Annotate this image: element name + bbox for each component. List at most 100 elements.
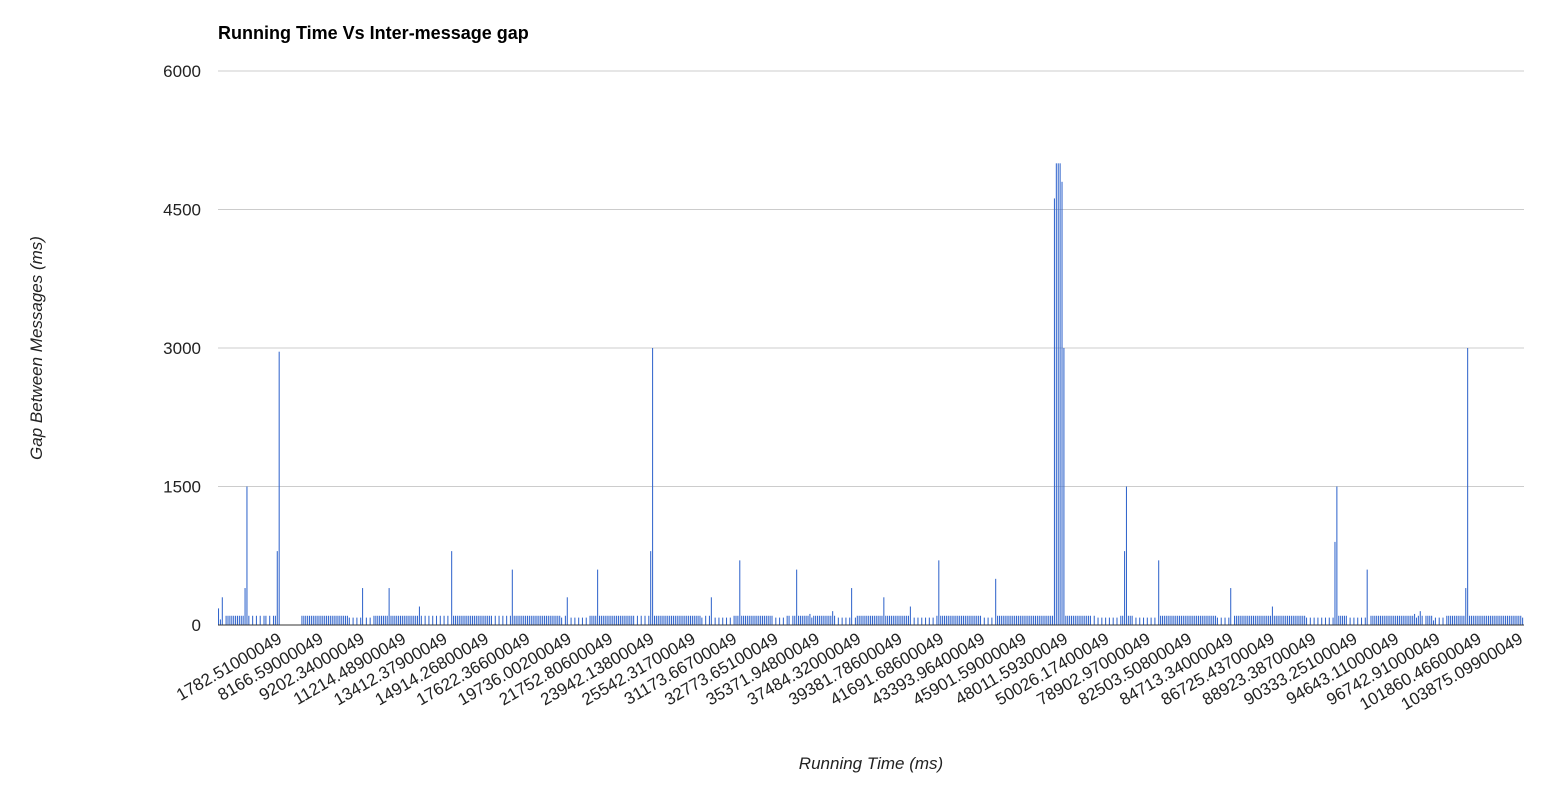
bar bbox=[1433, 620, 1435, 625]
bar bbox=[955, 615, 957, 625]
bar bbox=[453, 615, 455, 625]
bar bbox=[428, 615, 430, 625]
bar bbox=[629, 615, 631, 625]
bar bbox=[360, 617, 362, 625]
bar bbox=[799, 615, 801, 625]
bar bbox=[470, 615, 472, 625]
bar bbox=[523, 615, 525, 625]
bar bbox=[1088, 615, 1090, 625]
bar bbox=[890, 615, 892, 625]
y-axis-label: Gap Between Messages (ms) bbox=[27, 236, 46, 460]
bar bbox=[987, 617, 989, 625]
bar bbox=[1290, 615, 1292, 625]
bar bbox=[521, 615, 523, 625]
bar bbox=[1101, 617, 1103, 625]
bar bbox=[1342, 615, 1344, 625]
bar bbox=[233, 615, 235, 625]
bar bbox=[1334, 541, 1336, 625]
bar bbox=[348, 617, 350, 625]
bar bbox=[1491, 615, 1493, 625]
bar bbox=[1514, 615, 1516, 625]
bar bbox=[1050, 615, 1052, 625]
bar bbox=[1467, 348, 1469, 625]
bar bbox=[581, 617, 583, 625]
bar bbox=[883, 597, 885, 625]
bar bbox=[390, 615, 392, 625]
bar bbox=[972, 615, 974, 625]
bar bbox=[1421, 615, 1423, 625]
bar bbox=[1480, 615, 1482, 625]
bar bbox=[725, 617, 728, 625]
bar bbox=[407, 615, 409, 625]
bar bbox=[1324, 617, 1327, 625]
bar bbox=[530, 615, 532, 625]
bar bbox=[1065, 615, 1067, 625]
bar bbox=[877, 615, 879, 625]
bar bbox=[1201, 615, 1203, 625]
bar bbox=[1116, 617, 1118, 625]
bar bbox=[1014, 615, 1016, 625]
bar bbox=[1027, 615, 1029, 625]
bar bbox=[1182, 615, 1184, 625]
bar bbox=[752, 615, 754, 625]
bar bbox=[472, 615, 474, 625]
bar bbox=[394, 615, 396, 625]
y-tick-label: 3000 bbox=[163, 339, 201, 358]
bar bbox=[1124, 551, 1126, 625]
bar bbox=[1105, 617, 1107, 625]
bar bbox=[887, 615, 889, 625]
bar bbox=[714, 617, 716, 625]
bar bbox=[1086, 615, 1088, 625]
bar bbox=[623, 615, 625, 625]
bar bbox=[997, 615, 999, 625]
bar bbox=[1283, 615, 1285, 625]
bar bbox=[1448, 615, 1450, 625]
bar bbox=[384, 615, 386, 625]
bar bbox=[1279, 615, 1281, 625]
bar bbox=[1055, 163, 1057, 625]
bar bbox=[1258, 615, 1260, 625]
bar bbox=[310, 615, 312, 625]
bar bbox=[1033, 615, 1035, 625]
bar bbox=[841, 617, 843, 625]
bar bbox=[1249, 615, 1251, 625]
bar bbox=[765, 615, 767, 625]
bar bbox=[644, 615, 646, 625]
bar bbox=[809, 613, 811, 625]
bar bbox=[733, 615, 735, 625]
bar bbox=[515, 615, 517, 625]
bar bbox=[1150, 617, 1152, 625]
bar bbox=[1061, 181, 1063, 626]
bar bbox=[1516, 615, 1518, 625]
bar bbox=[794, 615, 796, 625]
bar bbox=[1186, 615, 1188, 625]
bar bbox=[1298, 615, 1300, 625]
bar bbox=[595, 615, 597, 625]
bar bbox=[555, 615, 557, 625]
bar bbox=[625, 615, 627, 625]
bar bbox=[382, 615, 384, 625]
bar bbox=[951, 615, 953, 625]
bar bbox=[557, 615, 559, 625]
bar bbox=[1260, 615, 1262, 625]
bar bbox=[1188, 615, 1190, 625]
bar bbox=[627, 615, 629, 625]
bar bbox=[652, 348, 654, 625]
bar bbox=[1012, 615, 1014, 625]
bar bbox=[741, 615, 743, 625]
bar bbox=[832, 611, 834, 625]
bar bbox=[542, 615, 544, 625]
bar bbox=[1300, 615, 1302, 625]
bar bbox=[451, 551, 453, 625]
bar bbox=[506, 615, 508, 625]
bar bbox=[1383, 615, 1385, 625]
bar bbox=[616, 615, 618, 625]
bar bbox=[473, 615, 475, 625]
bar bbox=[1021, 615, 1023, 625]
bar bbox=[1264, 615, 1266, 625]
bar bbox=[633, 615, 635, 625]
bar bbox=[600, 615, 602, 625]
bar bbox=[341, 615, 343, 625]
bar bbox=[710, 597, 712, 625]
bar bbox=[1167, 615, 1169, 625]
